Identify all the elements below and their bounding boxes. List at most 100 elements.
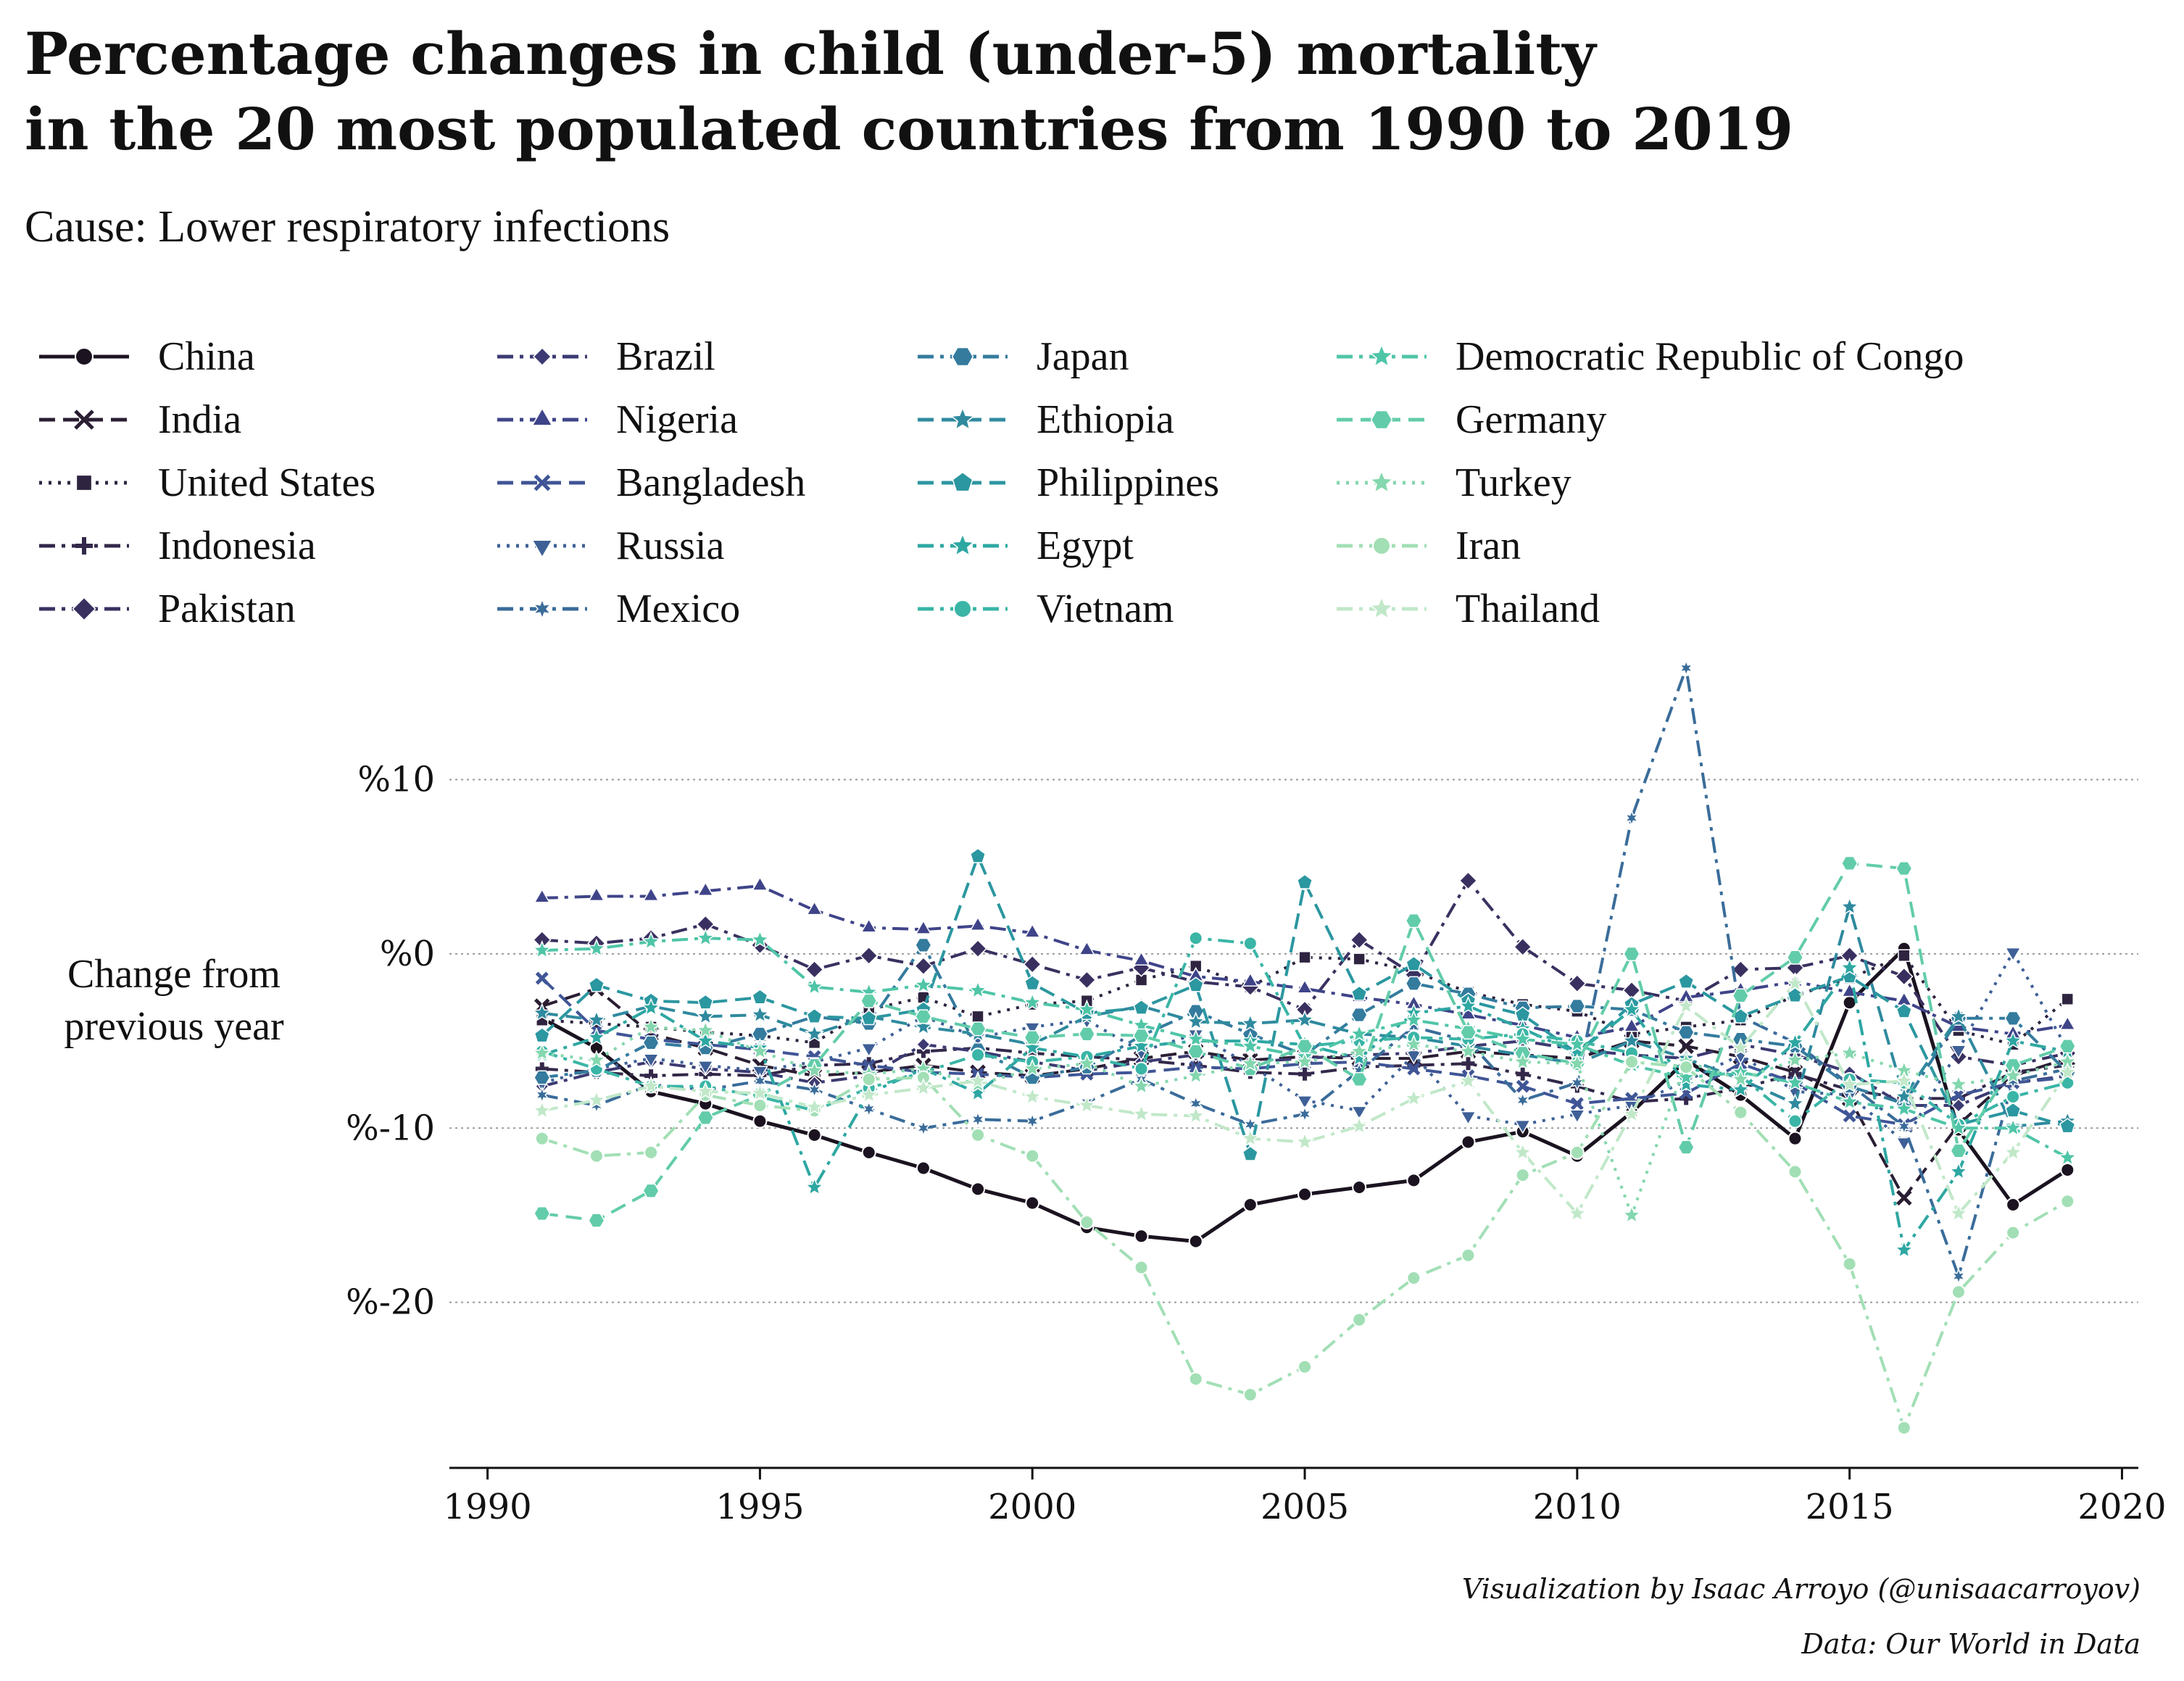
data-point (1896, 1420, 1911, 1435)
series-line (541, 977, 2068, 1126)
data-point (1240, 1053, 1261, 1072)
data-point (805, 1176, 824, 1196)
series-line (541, 855, 2068, 1156)
data-point (2004, 1058, 2022, 1073)
data-point (1353, 952, 1366, 966)
data-point (915, 919, 932, 934)
data-point (1896, 1137, 1913, 1152)
data-point (1187, 1004, 1205, 1019)
legend-item-japan: Japan (913, 328, 1711, 386)
data-point (1352, 1179, 1367, 1195)
data-point (968, 939, 987, 958)
data-point (695, 928, 715, 947)
legend-marker (1369, 343, 1395, 368)
data-point (1351, 985, 1368, 1001)
data-point (1678, 1038, 1694, 1055)
data-point (642, 1035, 660, 1050)
legend-label: Vietnam (1037, 586, 1174, 631)
data-point (806, 1008, 823, 1024)
data-point (1242, 1145, 1258, 1161)
legend-item-pakistan: Pakistan (35, 580, 832, 638)
data-point (1948, 1161, 1969, 1180)
data-point (1895, 967, 1914, 986)
data-point (1785, 1032, 1805, 1051)
data-point (588, 887, 605, 902)
data-point (1022, 1037, 1042, 1057)
legend-label: Brazil (616, 334, 715, 379)
data-point (1025, 1148, 1040, 1163)
data-point (1730, 1079, 1751, 1098)
data-point (1188, 931, 1203, 946)
data-point (1240, 1013, 1261, 1032)
legend-marker (75, 347, 94, 366)
data-point (533, 1205, 551, 1221)
data-point (969, 847, 987, 863)
data-point (2060, 1194, 2075, 1209)
data-point (1513, 1051, 1533, 1071)
data-point (1516, 1079, 1529, 1093)
x-tick-label: 2005 (1261, 1487, 1349, 1527)
data-point (1952, 1088, 1965, 1102)
legend-label: Iran (1456, 523, 1521, 568)
legend-item-brazil: Brazil (493, 328, 1290, 386)
data-point (2006, 1198, 2021, 1213)
data-point (534, 1131, 549, 1146)
legend-marker (951, 346, 974, 367)
data-point (1407, 1062, 1421, 1076)
data-point (1570, 1097, 1584, 1111)
data-point (1349, 1024, 1369, 1042)
data-point (1405, 1050, 1422, 1065)
data-point (1296, 873, 1313, 889)
data-point (752, 1113, 768, 1129)
data-point (641, 997, 661, 1016)
data-point (1132, 1103, 1151, 1123)
legend-label: Ethiopia (1037, 397, 1174, 442)
data-point (861, 1145, 876, 1160)
data-point (861, 1071, 876, 1087)
data-point (1350, 1071, 1368, 1087)
data-point (860, 1043, 878, 1058)
data-point (2057, 1147, 2077, 1166)
data-point (586, 1050, 607, 1068)
legend-label: India (158, 397, 242, 442)
data-point (1298, 1067, 1312, 1081)
data-point (1898, 949, 1911, 962)
data-point (971, 1010, 984, 1024)
data-point (1076, 1095, 1097, 1114)
legend-label: China (158, 334, 255, 379)
series-line (541, 666, 2068, 1278)
data-point (1622, 1103, 1642, 1123)
data-point (1406, 1270, 1421, 1285)
data-point (1350, 930, 1369, 950)
data-point (1134, 974, 1148, 987)
legend-swatch (497, 407, 587, 426)
legend-item-nigeria: Nigeria (493, 391, 1290, 449)
data-point (1840, 855, 1859, 871)
data-point (1352, 1312, 1367, 1327)
data-point (1458, 871, 1478, 890)
legend-label: Bangladesh (616, 460, 806, 505)
legend-label: Russia (616, 523, 725, 568)
legend-marker (950, 532, 976, 557)
data-point (1298, 950, 1311, 964)
legend-label: Germany (1456, 397, 1607, 442)
data-point (915, 1009, 932, 1024)
data-point (1406, 1173, 1421, 1188)
data-point (806, 900, 823, 916)
data-point (752, 1098, 768, 1113)
data-point (807, 1127, 822, 1142)
x-tick-label: 2010 (1533, 1487, 1622, 1527)
y-tick-label: %-10 (346, 1108, 435, 1148)
legend-label: Turkey (1456, 460, 1571, 505)
series-line (541, 937, 2068, 1126)
data-point (586, 1010, 607, 1029)
data-point (532, 1100, 552, 1119)
data-point (1567, 1034, 1587, 1053)
data-point (1242, 1387, 1258, 1403)
data-point (1134, 1229, 1149, 1244)
data-point (1622, 999, 1642, 1018)
data-point (1896, 1190, 1912, 1206)
data-point (642, 1183, 660, 1198)
data-point (859, 1084, 879, 1104)
data-point (1242, 1198, 1258, 1213)
